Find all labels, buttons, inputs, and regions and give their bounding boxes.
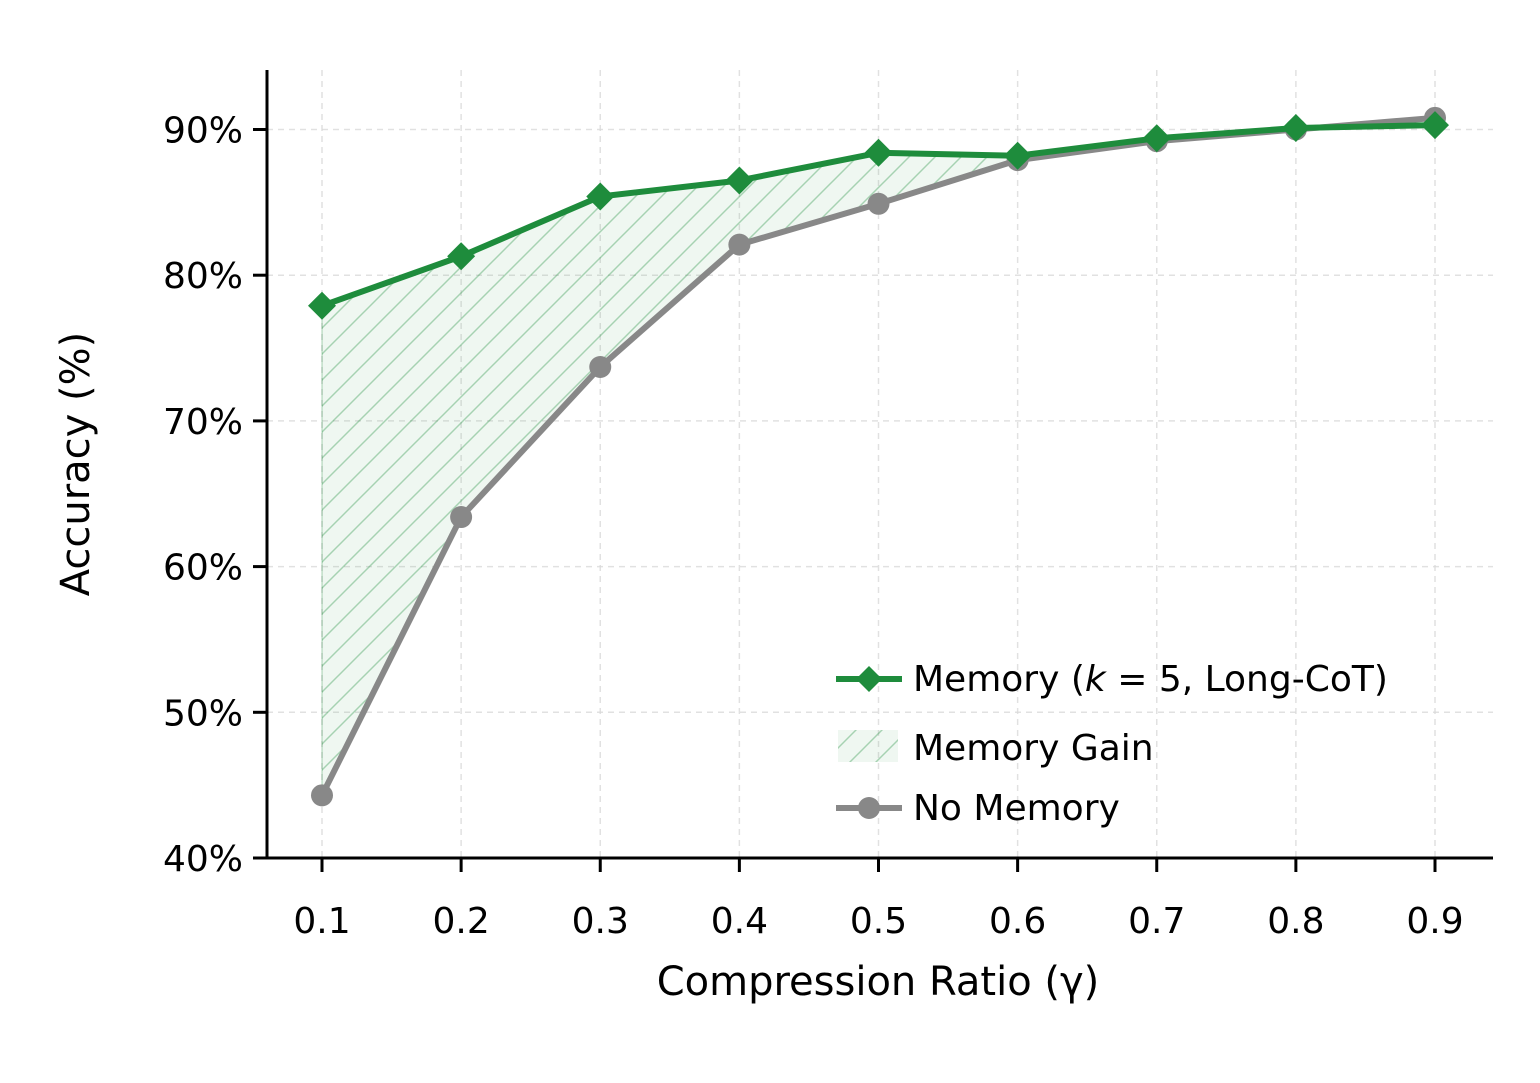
y-axis-label: Accuracy (%) (53, 332, 99, 597)
memory-point (1421, 111, 1449, 140)
series (308, 106, 1449, 807)
x-tick-label: 0.5 (850, 901, 907, 942)
memory-point (308, 291, 336, 320)
y-tick-label: 40% (163, 839, 243, 880)
legend: Memory (k = 5, Long-CoT) Memory Gain No … (836, 659, 1388, 829)
legend-memory-label: Memory (k = 5, Long-CoT) (913, 659, 1388, 700)
memory-point (725, 166, 754, 195)
no-memory-point (589, 355, 612, 378)
legend-memory-prefix: Memory ( (913, 659, 1085, 700)
x-ticks: 0.1 0.2 0.3 0.4 0.5 0.6 0.7 0.8 0.9 (293, 858, 1464, 942)
x-tick-label: 0.1 (293, 901, 350, 942)
memory-point (1003, 141, 1032, 170)
x-tick-label: 0.9 (1406, 901, 1463, 942)
memory-point (864, 138, 893, 167)
legend-memory-k: k (1085, 659, 1108, 700)
x-tick-label: 0.3 (572, 901, 629, 942)
legend-memory-marker (856, 666, 882, 692)
legend-gain-label: Memory Gain (913, 728, 1154, 769)
memory-point (1281, 114, 1310, 143)
x-tick-label: 0.4 (711, 901, 768, 942)
memory-point (586, 182, 615, 211)
legend-memory-suffix: = 5, Long-CoT) (1106, 659, 1388, 700)
no-memory-point (450, 506, 473, 529)
x-tick-label: 0.6 (989, 901, 1046, 942)
y-ticks: 40% 50% 60% 70% 80% 90% (163, 111, 267, 880)
legend-nomemory-label: No Memory (913, 788, 1120, 829)
y-tick-label: 50% (163, 693, 243, 734)
y-tick-label: 90% (163, 111, 243, 152)
memory-point (447, 242, 476, 271)
no-memory-point (311, 784, 333, 807)
no-memory-point (867, 192, 890, 215)
x-tick-label: 0.7 (1128, 901, 1185, 942)
legend-nomemory-marker (858, 797, 880, 819)
legend-gain-swatch (838, 730, 898, 762)
no-memory-point (728, 233, 751, 256)
y-tick-label: 80% (163, 256, 243, 297)
memory-point (1142, 124, 1171, 153)
x-axis-label: Compression Ratio (γ) (657, 959, 1100, 1005)
x-tick-label: 0.2 (432, 901, 489, 942)
x-tick-label: 0.8 (1267, 901, 1324, 942)
y-tick-label: 60% (163, 548, 243, 589)
y-tick-label: 70% (163, 402, 243, 443)
